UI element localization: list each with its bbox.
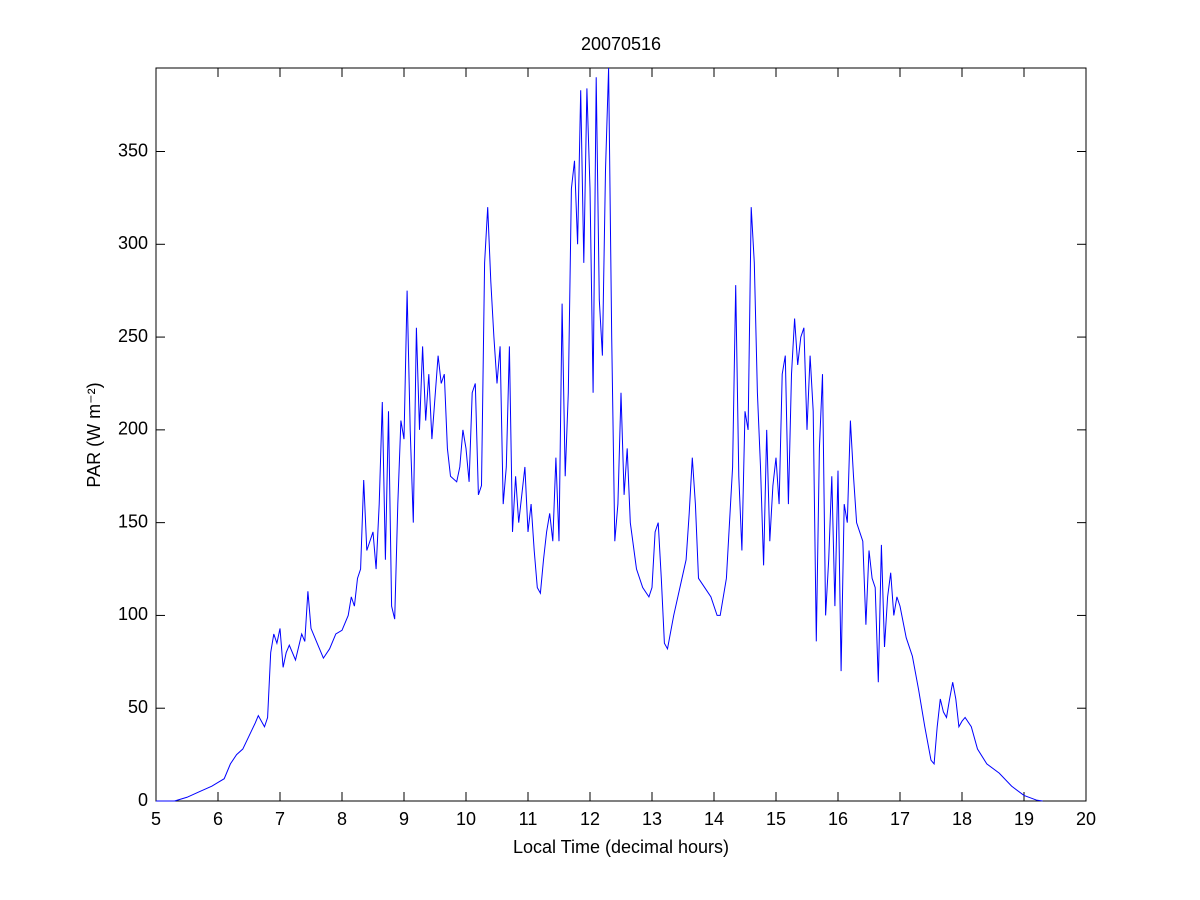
data-line [156,67,1043,802]
chart-title: 20070516 [581,34,661,54]
x-tick-label: 9 [399,809,409,829]
y-tick-label: 200 [118,419,148,439]
y-axis-label: PAR (W m⁻²) [84,382,104,487]
y-tick-label: 300 [118,233,148,253]
x-tick-label: 14 [704,809,724,829]
x-tick-label: 19 [1014,809,1034,829]
y-tick-label: 0 [138,790,148,810]
x-tick-label: 15 [766,809,786,829]
x-tick-label: 20 [1076,809,1096,829]
y-tick-label: 100 [118,604,148,624]
y-tick-label: 50 [128,697,148,717]
x-tick-label: 10 [456,809,476,829]
y-tick-label: 250 [118,326,148,346]
x-tick-label: 12 [580,809,600,829]
x-tick-label: 17 [890,809,910,829]
x-axis-label: Local Time (decimal hours) [513,837,729,857]
y-tick-label: 150 [118,511,148,531]
x-tick-label: 16 [828,809,848,829]
y-tick-label: 350 [118,140,148,160]
plot-box [155,67,1087,802]
x-tick-label: 7 [275,809,285,829]
x-tick-label: 18 [952,809,972,829]
x-tick-label: 13 [642,809,662,829]
x-tick-label: 6 [213,809,223,829]
x-tick-label: 11 [519,809,538,829]
x-tick-label: 8 [337,809,347,829]
x-tick-label: 5 [151,809,161,829]
